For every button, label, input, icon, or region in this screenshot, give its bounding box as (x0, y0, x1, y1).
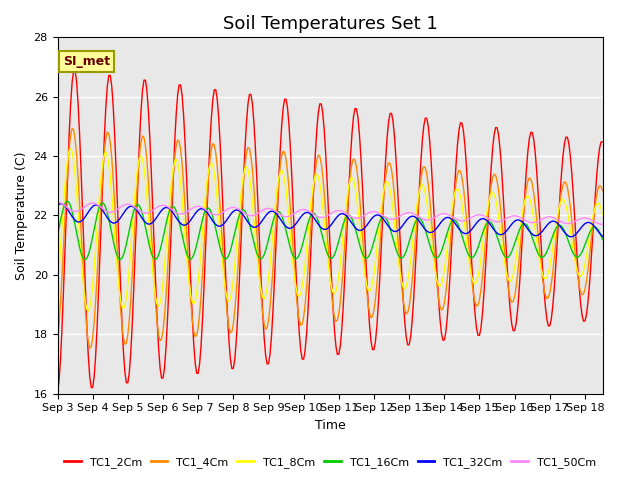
TC1_16Cm (595, 227, 602, 233)
TC1_4Cm (54, 338, 61, 344)
TC1_16Cm (554, 224, 561, 229)
TC1_2Cm (593, 173, 600, 179)
TC1_4Cm (554, 226, 561, 232)
TC1_50Cm (598, 221, 606, 227)
TC1_2Cm (81, 288, 89, 293)
TC1_8Cm (81, 299, 89, 305)
TC1_16Cm (54, 233, 61, 239)
TC1_50Cm (54, 199, 61, 205)
Legend: TC1_2Cm, TC1_4Cm, TC1_8Cm, TC1_16Cm, TC1_32Cm, TC1_50Cm: TC1_2Cm, TC1_4Cm, TC1_8Cm, TC1_16Cm, TC1… (60, 453, 600, 472)
TC1_32Cm (598, 233, 606, 239)
TC1_4Cm (68, 125, 76, 131)
Y-axis label: Soil Temperature (C): Soil Temperature (C) (15, 151, 28, 280)
TC1_32Cm (595, 228, 602, 234)
Line: TC1_16Cm: TC1_16Cm (58, 201, 602, 260)
Title: Soil Temperatures Set 1: Soil Temperatures Set 1 (223, 15, 437, 33)
Line: TC1_32Cm: TC1_32Cm (58, 204, 602, 237)
TC1_2Cm (143, 87, 151, 93)
TC1_4Cm (595, 186, 602, 192)
TC1_32Cm (81, 214, 89, 219)
TC1_50Cm (550, 215, 558, 221)
TC1_2Cm (202, 247, 209, 252)
TC1_4Cm (145, 178, 152, 183)
TC1_8Cm (54, 284, 61, 290)
TC1_8Cm (595, 200, 602, 206)
TC1_8Cm (554, 215, 561, 220)
Line: TC1_2Cm: TC1_2Cm (58, 71, 602, 392)
TC1_50Cm (145, 210, 152, 216)
TC1_4Cm (81, 307, 89, 313)
TC1_8Cm (145, 212, 152, 217)
TC1_4Cm (598, 188, 606, 194)
TC1_2Cm (54, 389, 61, 395)
TC1_16Cm (64, 198, 72, 204)
TC1_32Cm (56, 201, 64, 206)
Line: TC1_50Cm: TC1_50Cm (58, 202, 602, 224)
TC1_32Cm (552, 219, 559, 225)
TC1_4Cm (147, 228, 155, 233)
TC1_32Cm (202, 208, 209, 214)
TC1_16Cm (147, 250, 155, 256)
TC1_16Cm (83, 255, 91, 261)
TC1_32Cm (143, 221, 151, 227)
TC1_50Cm (80, 204, 88, 210)
Line: TC1_4Cm: TC1_4Cm (58, 128, 602, 348)
TC1_8Cm (598, 212, 606, 218)
TC1_8Cm (147, 251, 155, 256)
Text: SI_met: SI_met (63, 55, 110, 68)
TC1_32Cm (146, 221, 154, 227)
TC1_16Cm (203, 205, 211, 211)
TC1_50Cm (591, 219, 599, 225)
TC1_2Cm (598, 139, 606, 145)
X-axis label: Time: Time (315, 419, 346, 432)
TC1_4Cm (203, 195, 211, 201)
TC1_32Cm (566, 234, 574, 240)
TC1_8Cm (67, 146, 74, 152)
TC1_50Cm (200, 205, 208, 211)
TC1_2Cm (71, 68, 79, 73)
Line: TC1_8Cm: TC1_8Cm (58, 149, 602, 311)
TC1_32Cm (54, 203, 61, 208)
TC1_2Cm (146, 135, 154, 141)
TC1_2Cm (552, 264, 559, 270)
TC1_8Cm (84, 308, 92, 314)
TC1_8Cm (203, 179, 211, 184)
TC1_16Cm (145, 239, 152, 244)
TC1_16Cm (81, 257, 89, 263)
TC1_4Cm (86, 345, 93, 351)
TC1_50Cm (141, 210, 149, 216)
TC1_16Cm (598, 237, 606, 242)
